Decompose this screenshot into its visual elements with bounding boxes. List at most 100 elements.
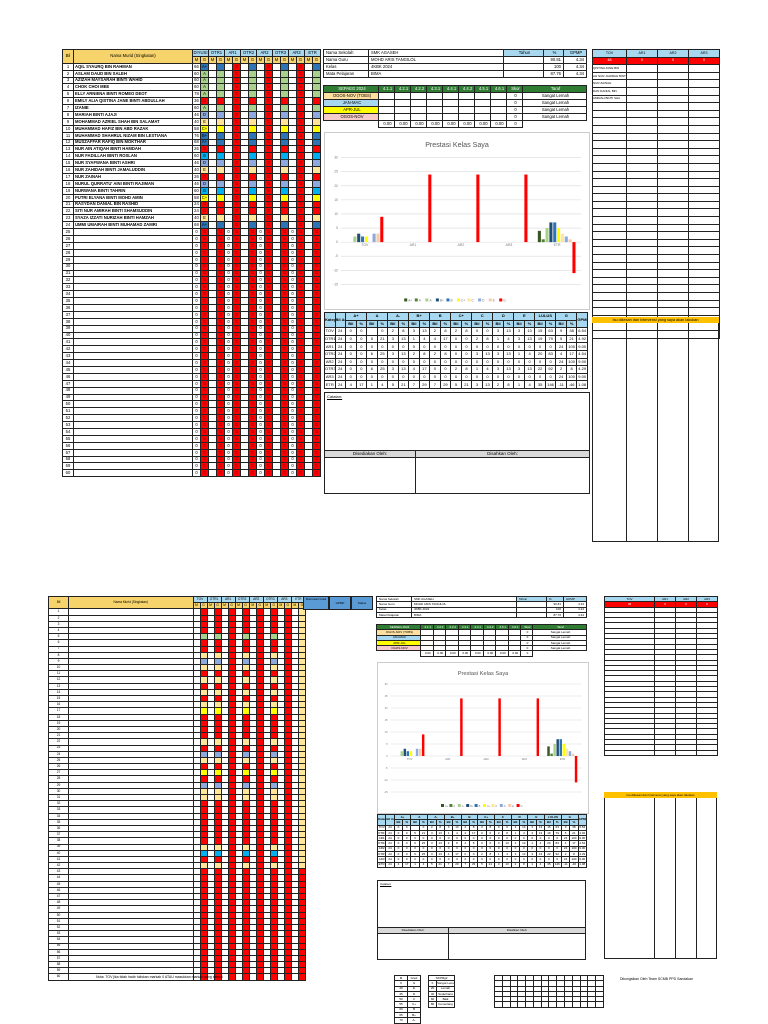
mark-cell[interactable]	[272, 345, 282, 354]
mark-cell[interactable]: 0	[224, 372, 234, 381]
mark-cell[interactable]	[304, 345, 314, 354]
student-name[interactable]: NUR ZAHIDAH BINTI JAMALUDDIN	[73, 166, 193, 175]
mark-cell[interactable]: 0	[192, 352, 201, 361]
mark-cell[interactable]	[208, 400, 217, 409]
ar-cell[interactable]	[657, 124, 689, 134]
mark-cell[interactable]	[224, 159, 234, 168]
mark-cell[interactable]	[272, 159, 282, 168]
mark-cell[interactable]	[304, 317, 314, 326]
score-input[interactable]	[458, 99, 475, 107]
mark-cell[interactable]: 0	[256, 290, 266, 299]
mark-cell[interactable]	[304, 138, 314, 147]
mark-cell[interactable]	[304, 462, 314, 471]
ar-cell[interactable]	[657, 208, 689, 218]
mark-cell[interactable]: 0	[256, 241, 266, 250]
mark-cell[interactable]	[272, 228, 282, 237]
ar-cell[interactable]	[688, 216, 720, 225]
mark-cell[interactable]	[304, 235, 314, 243]
mark-cell[interactable]	[240, 166, 250, 175]
mark-cell[interactable]	[304, 83, 314, 92]
mark-cell[interactable]	[240, 469, 250, 478]
subject-value[interactable]: BIMA	[411, 611, 517, 619]
mark-cell[interactable]	[288, 159, 298, 168]
ar-cell[interactable]	[657, 231, 689, 240]
mark-cell[interactable]	[240, 379, 250, 388]
mark-cell[interactable]	[240, 97, 250, 106]
mark-cell[interactable]: 0	[256, 331, 266, 340]
mark-cell[interactable]	[272, 462, 282, 471]
mark-cell[interactable]: 36	[192, 97, 201, 106]
mark-cell[interactable]	[304, 434, 314, 443]
mark-cell[interactable]: 0	[288, 441, 298, 450]
mark-cell[interactable]: 0	[256, 248, 266, 257]
mark-cell[interactable]	[256, 166, 266, 175]
mark-cell[interactable]	[304, 448, 314, 457]
mark-cell[interactable]	[272, 448, 282, 457]
mark-cell[interactable]: 0	[224, 379, 234, 388]
student-name[interactable]: AZIZAH MAYSARAH BINTI WAHID	[73, 76, 193, 85]
mark-cell[interactable]: 0	[288, 241, 298, 250]
mark-cell[interactable]	[248, 973, 257, 981]
mark-cell[interactable]	[288, 145, 298, 154]
ar-cell[interactable]	[626, 200, 658, 210]
ar-cell[interactable]	[657, 200, 689, 210]
mark-cell[interactable]: 0	[288, 359, 298, 367]
mark-cell[interactable]: 0	[288, 386, 298, 395]
mark-cell[interactable]	[208, 414, 217, 423]
mark-cell[interactable]	[256, 104, 266, 113]
mark-cell[interactable]: 0	[224, 324, 234, 333]
mark-cell[interactable]	[304, 276, 314, 285]
ar-cell[interactable]	[657, 71, 689, 81]
mark-cell[interactable]: 0	[224, 400, 234, 409]
mark-cell[interactable]	[272, 372, 282, 381]
mark-cell[interactable]: 60	[192, 83, 201, 92]
mark-cell[interactable]	[304, 145, 314, 154]
mark-cell[interactable]	[208, 200, 217, 209]
mark-cell[interactable]: 0	[288, 379, 298, 388]
mark-cell[interactable]: 0	[288, 400, 298, 409]
student-name[interactable]	[73, 407, 193, 416]
mark-cell[interactable]	[240, 117, 250, 126]
mark-cell[interactable]	[272, 441, 282, 450]
mark-cell[interactable]: 0	[224, 317, 234, 326]
student-name[interactable]	[73, 455, 193, 464]
mark-cell[interactable]	[208, 207, 217, 216]
mark-cell[interactable]	[240, 193, 250, 202]
mark-cell[interactable]	[304, 365, 314, 374]
mark-cell[interactable]	[208, 159, 217, 168]
mark-cell[interactable]: 0	[224, 359, 234, 367]
ar-cell[interactable]	[657, 238, 689, 248]
mark-cell[interactable]: 58	[192, 193, 201, 202]
mark-cell[interactable]: 0	[288, 345, 298, 354]
mark-cell[interactable]	[272, 193, 282, 202]
mark-cell[interactable]: 0	[256, 386, 266, 395]
mark-cell[interactable]: 26	[192, 145, 201, 154]
mark-cell[interactable]	[240, 269, 250, 278]
mark-cell[interactable]	[272, 359, 282, 367]
mark-cell[interactable]: 0	[288, 255, 298, 264]
student-name[interactable]	[73, 352, 193, 361]
mark-cell[interactable]	[304, 90, 314, 99]
ar-cell[interactable]	[688, 254, 720, 263]
student-name[interactable]	[73, 414, 193, 423]
mark-cell[interactable]: 0	[192, 448, 201, 457]
ar-cell[interactable]	[657, 269, 689, 278]
student-name[interactable]	[68, 973, 194, 981]
mark-cell[interactable]	[272, 104, 282, 113]
ar-cell[interactable]	[657, 117, 689, 126]
mark-cell[interactable]	[272, 248, 282, 257]
mark-cell[interactable]: 0	[288, 469, 298, 478]
score-input[interactable]	[490, 99, 507, 107]
score-input[interactable]	[426, 106, 443, 114]
ar-cell[interactable]	[688, 261, 720, 271]
mark-cell[interactable]	[240, 255, 250, 264]
mark-cell[interactable]	[240, 131, 250, 140]
mark-cell[interactable]	[272, 179, 282, 188]
mark-cell[interactable]	[240, 152, 250, 161]
mark-cell[interactable]	[304, 159, 314, 168]
mark-cell[interactable]	[272, 407, 282, 416]
student-name[interactable]: MARIAH BINTI AJAJI	[73, 111, 193, 119]
ar-cell[interactable]	[688, 269, 720, 278]
mark-cell[interactable]	[304, 262, 314, 271]
ar-cell[interactable]	[688, 299, 720, 309]
